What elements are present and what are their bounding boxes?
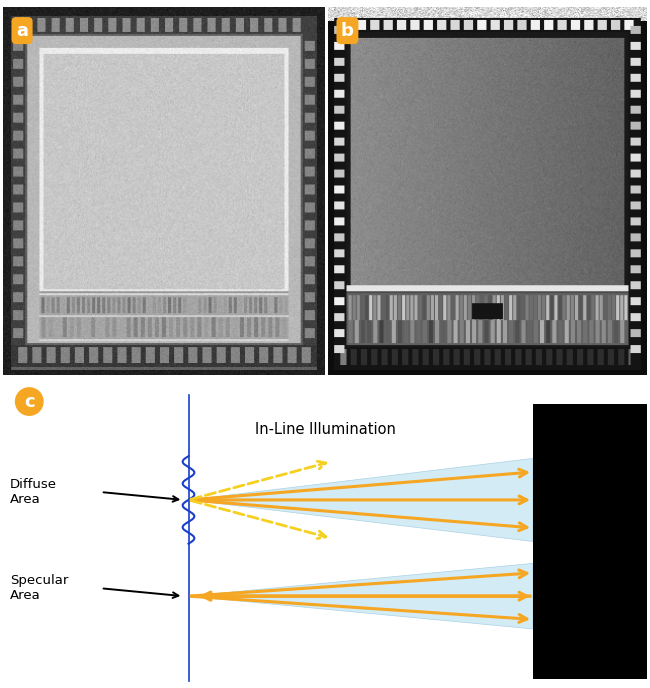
Text: a: a — [16, 21, 28, 40]
Text: b: b — [341, 21, 354, 40]
Text: Specular
Area: Specular Area — [10, 574, 68, 602]
Text: In-Line Illumination: In-Line Illumination — [255, 422, 395, 438]
Polygon shape — [188, 458, 533, 541]
Polygon shape — [188, 563, 533, 629]
Text: c: c — [24, 393, 34, 411]
Bar — [533, 404, 647, 679]
Text: Diffuse
Area: Diffuse Area — [10, 478, 57, 506]
